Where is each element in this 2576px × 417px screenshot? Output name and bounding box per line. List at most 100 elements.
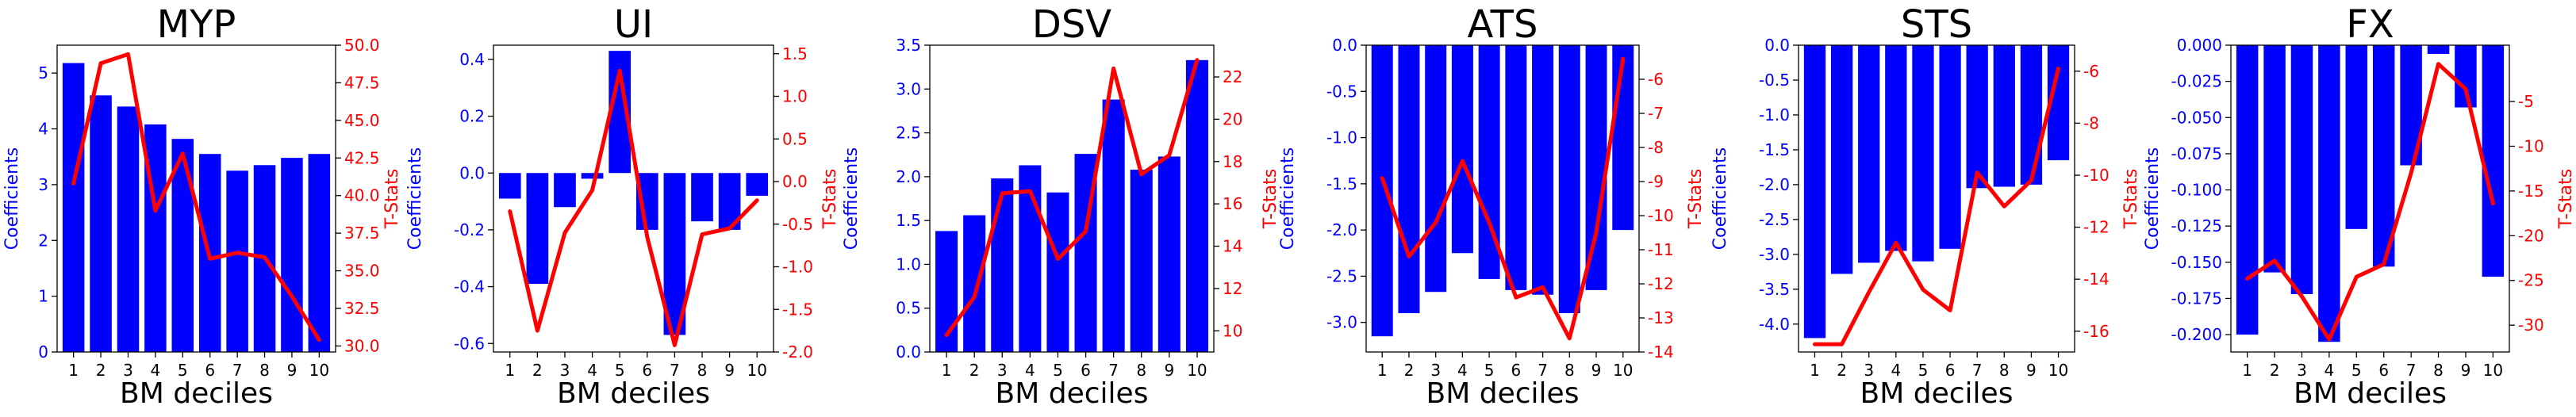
x-tick-label: 10 xyxy=(2048,361,2068,380)
y-right-axis-label: T-Stats xyxy=(820,169,840,230)
x-tick-label: 4 xyxy=(1891,361,1901,380)
y-right-tick-label: 50.0 xyxy=(344,36,380,55)
y-right-tick-label: -10 xyxy=(2083,166,2110,185)
y-left-tick-label: 0.000 xyxy=(2177,36,2222,55)
chart-title: FX xyxy=(2346,2,2394,47)
y-right-tick-label: -14 xyxy=(1648,342,1674,362)
y-left-tick-label: 2 xyxy=(38,231,48,250)
chart-panel-fx: 1 2 3 4 5 6 7 8 9 10 -0.200 -0.175 -0.150 -0.125 -0.10… xyxy=(2143,2,2576,410)
bar-2 xyxy=(963,215,986,352)
y-right-tick-label: -10 xyxy=(2518,136,2544,155)
y-left-tick-label: -2.0 xyxy=(1326,220,1357,239)
x-tick-label: 5 xyxy=(1918,361,1929,380)
x-tick-label: 2 xyxy=(532,361,543,380)
x-tick-label: 10 xyxy=(747,361,767,380)
bar-4 xyxy=(2318,45,2340,342)
plot-frame xyxy=(1365,44,1640,353)
x-axis-label: BM deciles xyxy=(557,377,710,410)
y-left-tick-label: 0.0 xyxy=(1764,36,1790,55)
y-right-tick-label: -6 xyxy=(2083,62,2099,81)
bar-8 xyxy=(2427,45,2450,54)
y-right-tick-label: 22 xyxy=(1223,67,1242,86)
bar-2 xyxy=(1398,45,1420,314)
y-right-tick-label: 42.5 xyxy=(344,148,380,167)
bar-8 xyxy=(691,173,713,222)
bar-4 xyxy=(1451,45,1473,254)
x-tick-label: 1 xyxy=(1810,361,1820,380)
y-left-tick-label: 0.5 xyxy=(896,299,921,318)
bar-1 xyxy=(1371,45,1393,337)
y-left-tick-label: -0.100 xyxy=(2171,181,2222,200)
y-right-tick-label: 20 xyxy=(1223,109,1242,128)
y-right-axis-label: T-Stats xyxy=(382,169,402,230)
y-left-axis-label: Coefficients xyxy=(1710,147,1730,250)
bar-4 xyxy=(581,173,604,179)
y-left-tick-label: 1.0 xyxy=(896,254,921,274)
bar-6 xyxy=(1939,45,1961,249)
y-left-tick-label: 5 xyxy=(38,63,48,82)
chart-title: DSV xyxy=(1032,2,1111,47)
x-tick-label: 4 xyxy=(587,361,597,380)
bar-4 xyxy=(1885,45,1907,251)
y-right-tick-label: 30.0 xyxy=(344,336,380,355)
chart-title: STS xyxy=(1901,2,1972,47)
y-left-tick-label: 0.4 xyxy=(459,50,485,69)
chart-panel-myp: 1 2 3 4 5 6 7 8 9 1001234530.032.535.037.540.042.… xyxy=(2,2,402,410)
x-tick-label: 1 xyxy=(942,361,952,380)
y-right-tick-label: 47.5 xyxy=(344,73,380,92)
y-left-tick-label: 0 xyxy=(38,342,48,362)
tstat-line xyxy=(508,68,759,347)
bar-9 xyxy=(1585,45,1607,290)
bar-10 xyxy=(308,154,331,352)
x-tick-label: 2 xyxy=(969,361,980,380)
tstat-line xyxy=(2245,62,2495,342)
x-tick-label: 9 xyxy=(1591,361,1602,380)
x-tick-label: 3 xyxy=(123,361,133,380)
x-tick-label: 9 xyxy=(2026,361,2037,380)
x-tick-label: 5 xyxy=(2351,361,2362,380)
x-tick-label: 1 xyxy=(505,361,515,380)
x-tick-label: 6 xyxy=(1511,361,1521,380)
bar-2 xyxy=(526,173,549,284)
bar-10 xyxy=(1612,45,1634,231)
bar-9 xyxy=(2455,45,2477,108)
x-tick-label: 2 xyxy=(1837,361,1847,380)
y-right-tick-label: -13 xyxy=(1648,308,1674,327)
bar-2 xyxy=(90,95,112,352)
y-right-axis-label: T-Stats xyxy=(2121,169,2141,230)
x-tick-label: 4 xyxy=(2325,361,2335,380)
bar-1 xyxy=(2236,45,2259,335)
y-right-tick-label: 45.0 xyxy=(344,111,380,130)
bar-6 xyxy=(2372,45,2395,267)
x-tick-label: 8 xyxy=(697,361,708,380)
tstat-line xyxy=(71,52,321,342)
y-right-tick-label: 0.5 xyxy=(782,129,808,148)
tstat-line xyxy=(944,58,1200,338)
x-axis-label: BM deciles xyxy=(2294,377,2447,410)
y-right-tick-label: 0.0 xyxy=(782,172,808,191)
x-tick-label: 4 xyxy=(151,361,161,380)
x-tick-label: 10 xyxy=(1187,361,1207,380)
y-left-tick-label: -1.5 xyxy=(1326,174,1357,193)
y-right-tick-label: -25 xyxy=(2518,271,2544,290)
plot-frame xyxy=(493,44,774,353)
x-tick-label: 5 xyxy=(178,361,188,380)
bar-3 xyxy=(1858,45,1880,263)
x-tick-label: 5 xyxy=(615,361,625,380)
bar-2 xyxy=(2263,45,2286,273)
bar-3 xyxy=(2290,45,2313,294)
y-left-axis-label: Coefficients xyxy=(405,147,425,250)
y-left-tick-label: 1.5 xyxy=(896,211,921,230)
y-right-axis-label: T-Stats xyxy=(2556,169,2576,230)
y-left-tick-label: -0.025 xyxy=(2171,72,2222,91)
bar-3 xyxy=(117,106,140,352)
y-left-tick-label: -0.5 xyxy=(1759,71,1790,90)
chart-title: MYP xyxy=(157,2,236,47)
y-left-tick-label: 3 xyxy=(38,175,48,194)
y-left-tick-label: -2.0 xyxy=(1759,175,1790,194)
plot-frame xyxy=(1798,44,2075,353)
y-right-tick-label: 40.0 xyxy=(344,186,380,205)
bar-1 xyxy=(498,173,521,199)
x-tick-label: 10 xyxy=(2483,361,2503,380)
y-left-tick-label: -0.5 xyxy=(1326,82,1357,101)
